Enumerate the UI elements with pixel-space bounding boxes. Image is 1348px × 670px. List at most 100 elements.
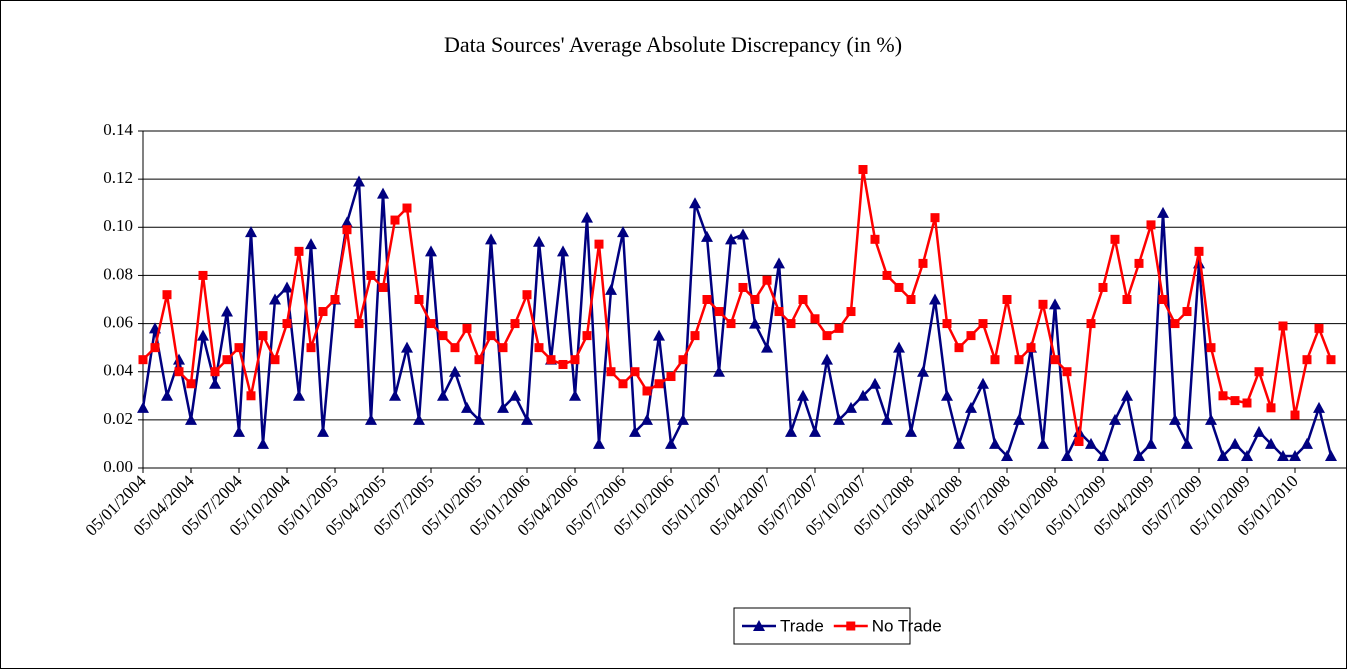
data-point xyxy=(593,437,605,449)
data-point xyxy=(233,425,245,437)
data-point xyxy=(522,290,532,300)
data-point xyxy=(785,425,797,437)
data-point xyxy=(678,355,688,365)
data-point xyxy=(497,401,509,413)
data-point xyxy=(197,329,209,341)
data-point xyxy=(1122,295,1132,304)
data-point xyxy=(1001,449,1013,461)
data-point xyxy=(761,341,773,353)
data-point xyxy=(725,233,737,245)
data-point xyxy=(294,246,304,256)
data-point xyxy=(210,367,220,377)
data-point xyxy=(1062,367,1072,377)
legend-label: No Trade xyxy=(872,616,942,635)
data-point xyxy=(954,343,964,353)
data-point xyxy=(353,175,365,187)
data-point xyxy=(1098,282,1108,292)
data-point xyxy=(822,331,832,341)
data-point xyxy=(1086,319,1096,329)
data-point xyxy=(330,295,340,304)
data-point xyxy=(366,270,376,280)
data-point xyxy=(449,365,461,377)
data-point xyxy=(1289,449,1301,461)
data-point xyxy=(942,319,952,329)
data-point xyxy=(917,365,929,377)
data-point xyxy=(978,319,988,329)
data-point xyxy=(389,389,401,401)
data-point xyxy=(221,305,233,317)
data-point xyxy=(929,293,941,305)
data-point xyxy=(749,317,761,329)
data-point xyxy=(317,425,329,437)
data-point xyxy=(342,225,352,235)
data-point xyxy=(162,290,172,300)
data-point xyxy=(906,295,916,304)
data-point xyxy=(222,355,232,365)
data-point xyxy=(617,226,629,238)
data-point xyxy=(834,323,844,333)
data-point xyxy=(965,401,977,413)
data-point xyxy=(462,323,472,333)
y-tick-label: 0.12 xyxy=(103,168,133,187)
data-point xyxy=(390,215,400,225)
data-point xyxy=(378,282,388,292)
data-point xyxy=(437,389,449,401)
data-point xyxy=(1109,413,1121,425)
data-point xyxy=(270,355,280,365)
data-point xyxy=(857,389,869,401)
data-point xyxy=(1050,355,1060,365)
data-point xyxy=(413,413,425,425)
data-point xyxy=(582,331,592,341)
data-point xyxy=(1313,401,1325,413)
data-point xyxy=(1182,307,1192,317)
data-point xyxy=(798,295,808,304)
data-point xyxy=(485,233,497,245)
data-point xyxy=(318,307,328,317)
data-point xyxy=(1170,319,1180,329)
data-point xyxy=(966,331,976,341)
data-point xyxy=(677,413,689,425)
data-point xyxy=(414,295,424,304)
data-point xyxy=(426,319,436,329)
data-point xyxy=(1205,413,1217,425)
data-point xyxy=(1230,396,1240,406)
data-point xyxy=(1301,437,1313,449)
data-point xyxy=(809,425,821,437)
data-point xyxy=(473,413,485,425)
data-point xyxy=(174,367,184,377)
data-point xyxy=(509,389,521,401)
data-point xyxy=(869,377,881,389)
data-point xyxy=(161,389,173,401)
data-point xyxy=(786,319,796,329)
data-point xyxy=(534,343,544,353)
data-point xyxy=(930,213,940,223)
data-point xyxy=(977,377,989,389)
legend-label: Trade xyxy=(780,616,824,635)
data-point xyxy=(1218,391,1228,401)
data-point xyxy=(665,437,677,449)
data-point xyxy=(1158,295,1168,304)
data-point xyxy=(858,165,868,175)
data-point xyxy=(425,245,437,257)
data-point xyxy=(581,211,593,223)
data-point xyxy=(1037,437,1049,449)
chart-title: Data Sources' Average Absolute Discrepan… xyxy=(444,32,902,57)
data-point xyxy=(1026,343,1036,353)
data-point xyxy=(1326,355,1336,365)
data-point xyxy=(1242,398,1252,408)
data-point xyxy=(521,413,533,425)
data-point xyxy=(618,379,628,389)
y-tick-label: 0.02 xyxy=(103,409,133,428)
y-tick-label: 0.10 xyxy=(103,216,133,235)
data-point xyxy=(1002,295,1012,304)
data-point xyxy=(245,226,257,238)
y-tick-label: 0.08 xyxy=(103,264,133,283)
data-point xyxy=(557,245,569,257)
data-point xyxy=(1253,425,1265,437)
data-point xyxy=(653,329,665,341)
data-point xyxy=(1014,355,1024,365)
data-point xyxy=(257,437,269,449)
data-point xyxy=(990,355,1000,365)
data-point xyxy=(402,203,412,213)
data-point xyxy=(893,341,905,353)
